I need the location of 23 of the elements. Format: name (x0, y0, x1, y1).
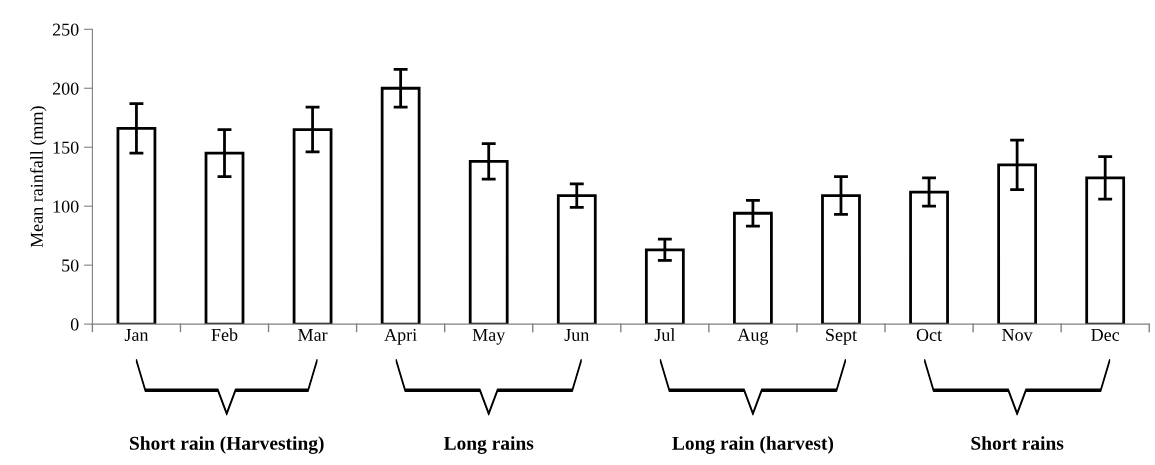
text: Long rain (harvest) (672, 436, 834, 454)
y-tick-label: 200 (52, 82, 79, 95)
x-tick-label: Mar (298, 328, 328, 341)
x-tick-label: Nov (1002, 328, 1033, 341)
x-tick-label: Sept (826, 328, 857, 345)
x-tick-label: Oct (916, 328, 942, 341)
x-tick-label: Feb (211, 328, 238, 341)
y-tick-label: 0 (70, 318, 79, 331)
x-tick-label: Apri (384, 328, 417, 345)
x-tick-label: Aug (737, 328, 769, 345)
text: Short rains (971, 436, 1064, 450)
y-tick-label: 150 (53, 141, 79, 154)
y-axis-title: Mean rainfall (mm) (30, 106, 47, 248)
x-tick-label: May (472, 328, 506, 345)
x-tick-label: Dec (1091, 328, 1120, 341)
x-tick-label: Jan (124, 328, 149, 341)
text: Long rains (443, 436, 534, 454)
y-tick-label: 100 (53, 200, 79, 213)
y-tick-label: 50 (62, 259, 79, 272)
x-tick-label: Jun (564, 328, 590, 341)
y-tick-label: 250 (52, 23, 79, 36)
text: Short rain (Harvesting) (129, 436, 324, 454)
x-tick-label: Jul (654, 328, 676, 341)
